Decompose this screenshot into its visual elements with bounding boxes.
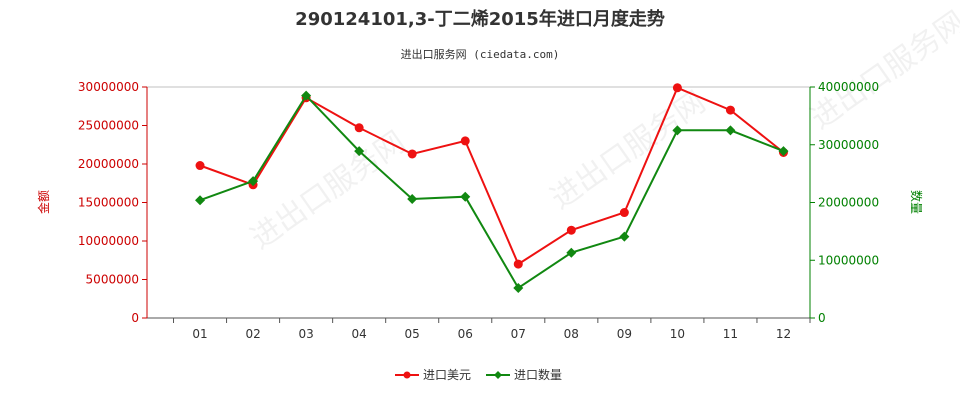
y-tick-label-left: 0: [131, 311, 139, 325]
data-point-amount: [354, 123, 364, 133]
y-tick-label-left: 25000000: [78, 119, 139, 133]
watermark-text: 进出口服务网: [245, 125, 413, 257]
x-tick-label: 01: [192, 327, 207, 341]
x-tick-label: 04: [352, 327, 367, 341]
data-point-amount: [566, 225, 576, 235]
x-tick-label: 11: [723, 327, 738, 341]
y-axis-label-right: 数量: [909, 190, 924, 214]
data-point-amount: [513, 259, 523, 269]
legend-label: 进口美元: [423, 368, 471, 382]
y-tick-label-left: 10000000: [78, 234, 139, 248]
data-point-quantity: [672, 125, 683, 136]
y-tick-label-right: 30000000: [818, 138, 879, 152]
data-point-quantity: [725, 125, 736, 136]
x-tick-label: 05: [405, 327, 420, 341]
data-point-amount: [460, 136, 470, 146]
data-point-quantity: [460, 191, 471, 202]
legend-marker: [403, 371, 411, 379]
y-tick-label-right: 10000000: [818, 253, 879, 267]
data-point-amount: [619, 208, 629, 218]
axes-layer: 0 5000000 10000000 15000000 20000000 25000000…: [78, 80, 879, 341]
y-tick-label-left: 5000000: [86, 273, 139, 287]
data-point-quantity: [619, 231, 630, 242]
data-point-amount: [407, 149, 417, 159]
legend-label: 进口数量: [514, 367, 562, 382]
series-layer: [195, 83, 789, 293]
chart-subtitle: 进出口服务网 (ciedata.com): [401, 47, 560, 61]
watermark-text: 进出口服务网: [545, 85, 713, 217]
series-line-amount: [199, 86, 785, 266]
data-point-quantity: [248, 176, 259, 187]
data-point-quantity: [354, 146, 365, 157]
y-tick-label-right: 0: [818, 311, 826, 325]
data-point-quantity: [301, 90, 312, 101]
data-point-quantity: [195, 195, 206, 206]
data-point-quantity: [407, 194, 418, 205]
x-tick-label: 09: [617, 327, 632, 341]
x-tick-label: 08: [564, 327, 579, 341]
legend: 进口美元 进口数量: [395, 367, 562, 382]
y-tick-label-right: 40000000: [818, 80, 879, 94]
y-axis-label-left: 金额: [36, 190, 51, 214]
watermark-text: 进出口服务网: [805, 5, 960, 137]
legend-marker: [494, 371, 502, 379]
data-point-quantity: [566, 247, 577, 258]
y-tick-label-left: 20000000: [78, 157, 139, 171]
x-tick-label: 03: [298, 327, 313, 341]
series-line-quantity: [199, 94, 784, 290]
y-tick-label-right: 20000000: [818, 196, 879, 210]
data-point-amount: [725, 105, 735, 115]
chart-title: 290124101,3-丁二烯2015年进口月度走势: [295, 8, 665, 30]
x-tick-label: 07: [511, 327, 526, 341]
data-point-quantity: [513, 282, 524, 293]
x-tick-label: 02: [245, 327, 260, 341]
y-tick-label-left: 15000000: [78, 196, 139, 210]
x-tick-label: 12: [776, 327, 791, 341]
data-point-quantity: [778, 146, 789, 157]
x-tick-label: 06: [458, 327, 473, 341]
y-tick-label-left: 30000000: [78, 80, 139, 94]
data-point-amount: [672, 83, 682, 93]
data-point-amount: [195, 161, 205, 171]
x-tick-label: 10: [670, 327, 685, 341]
